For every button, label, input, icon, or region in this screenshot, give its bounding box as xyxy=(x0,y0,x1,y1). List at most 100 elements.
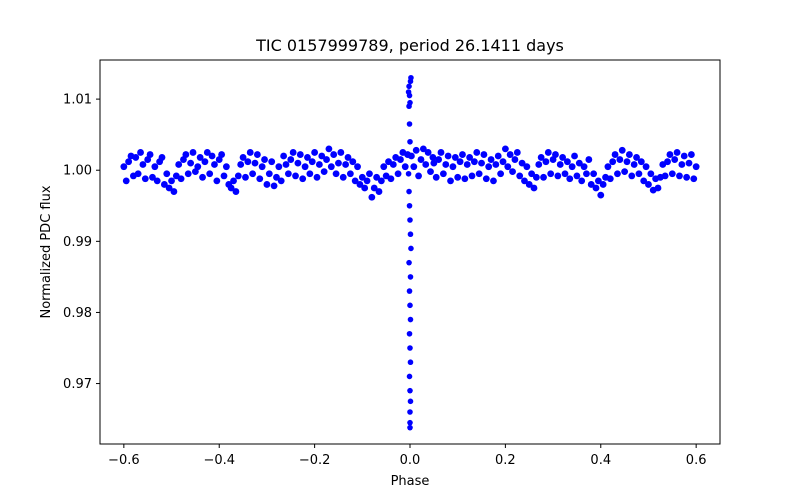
data-point xyxy=(137,149,144,156)
data-point xyxy=(406,83,412,90)
data-point xyxy=(177,175,185,183)
data-point xyxy=(330,151,338,158)
data-point xyxy=(407,409,413,415)
data-point xyxy=(320,168,328,176)
y-tick-label: 1.01 xyxy=(63,93,92,108)
data-point xyxy=(432,173,440,181)
data-point xyxy=(523,163,531,171)
data-point xyxy=(146,151,154,158)
data-point xyxy=(511,156,519,163)
x-axis-label: Phase xyxy=(391,474,430,489)
data-point xyxy=(311,149,319,156)
data-point xyxy=(270,182,278,190)
data-point xyxy=(304,154,311,161)
data-point xyxy=(530,184,538,192)
x-tick-label: 0.4 xyxy=(590,453,611,468)
data-points xyxy=(120,74,700,431)
data-point xyxy=(406,92,413,99)
data-point xyxy=(282,161,290,168)
data-point xyxy=(253,151,261,158)
data-point xyxy=(594,177,602,185)
data-point xyxy=(590,170,598,178)
data-point xyxy=(424,149,432,156)
data-point xyxy=(187,159,195,167)
data-point xyxy=(242,173,249,181)
y-tick-label: 0.99 xyxy=(63,235,92,250)
data-point xyxy=(318,152,326,160)
data-point xyxy=(621,168,629,176)
data-point xyxy=(120,163,128,171)
data-point xyxy=(342,161,350,168)
data-point xyxy=(463,161,471,168)
data-point xyxy=(427,168,434,176)
data-point xyxy=(482,175,490,183)
data-point xyxy=(673,149,681,156)
data-point xyxy=(640,177,648,185)
data-point xyxy=(263,181,271,188)
data-point xyxy=(668,170,676,178)
data-point xyxy=(618,146,626,154)
data-point xyxy=(189,149,197,156)
x-axis-ticks: −0.6 −0.4 −0.2 0.0 0.2 0.4 0.6 xyxy=(108,444,706,468)
data-point xyxy=(377,177,385,185)
data-point xyxy=(435,156,443,163)
data-point xyxy=(406,202,413,209)
data-point xyxy=(623,158,631,166)
data-point xyxy=(230,177,237,185)
data-point xyxy=(485,163,493,171)
data-point xyxy=(261,156,268,163)
data-point xyxy=(597,191,605,199)
data-point xyxy=(513,149,521,156)
data-point xyxy=(407,302,413,309)
data-point xyxy=(604,163,612,171)
data-point xyxy=(461,175,469,183)
data-point xyxy=(407,99,413,106)
data-point xyxy=(494,152,502,160)
data-point xyxy=(540,173,547,181)
data-point xyxy=(585,156,593,163)
data-point xyxy=(292,172,299,180)
data-point xyxy=(301,163,309,171)
data-point xyxy=(475,170,483,178)
x-tick-label: 0.2 xyxy=(495,453,516,468)
data-point xyxy=(516,172,524,180)
data-point xyxy=(417,156,425,163)
data-point xyxy=(676,172,683,180)
data-point xyxy=(616,156,624,163)
data-point xyxy=(454,173,462,181)
data-point xyxy=(573,172,581,180)
data-point xyxy=(346,170,354,178)
data-point xyxy=(580,163,588,171)
data-point xyxy=(478,159,485,167)
data-point xyxy=(335,159,342,167)
data-point xyxy=(163,170,171,178)
data-point xyxy=(497,170,505,178)
data-point xyxy=(227,184,235,192)
data-point xyxy=(275,163,283,171)
data-point xyxy=(251,159,259,167)
data-point xyxy=(470,158,478,166)
data-point xyxy=(592,184,600,192)
data-point xyxy=(654,184,662,192)
data-point xyxy=(222,163,230,171)
data-point xyxy=(439,170,447,178)
data-point xyxy=(296,151,304,158)
data-point xyxy=(637,158,645,166)
data-point xyxy=(280,152,288,160)
data-point xyxy=(412,146,420,154)
data-point xyxy=(168,177,175,185)
data-point xyxy=(201,158,209,166)
x-tick-label: −0.2 xyxy=(299,453,331,468)
data-point xyxy=(542,158,550,166)
data-point xyxy=(199,173,206,181)
data-point xyxy=(554,172,562,180)
data-point xyxy=(339,173,347,181)
data-point xyxy=(134,170,142,178)
data-point xyxy=(692,163,700,171)
data-point xyxy=(358,173,366,181)
data-point xyxy=(406,121,413,127)
data-point xyxy=(265,170,273,178)
data-point xyxy=(184,170,192,178)
data-point xyxy=(337,149,345,156)
data-point xyxy=(678,161,686,168)
